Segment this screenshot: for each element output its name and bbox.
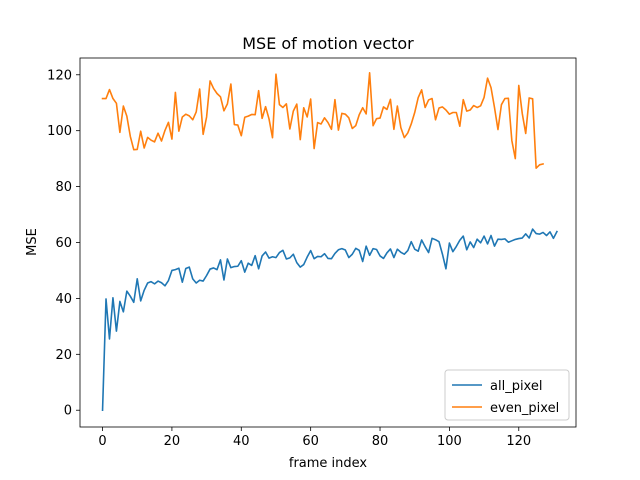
x-tick-label: 0 — [98, 434, 106, 449]
chart-title: MSE of motion vector — [242, 34, 414, 53]
x-tick-label: 80 — [372, 434, 389, 449]
y-axis-label: MSE — [25, 228, 40, 256]
series-line-even-pixel — [101, 72, 545, 169]
x-tick-label: 60 — [302, 434, 319, 449]
series-line-all-pixel — [101, 228, 558, 412]
x-tick-label: 120 — [506, 434, 531, 449]
x-tick-label: 20 — [164, 434, 181, 449]
y-tick-label: 0 — [64, 404, 72, 419]
x-tick-label: 100 — [437, 434, 462, 449]
y-tick-label: 60 — [55, 236, 72, 251]
x-axis-label: frame index — [289, 456, 368, 471]
y-axis-ticks: 0 20 40 60 80 100 120 — [47, 68, 80, 419]
x-axis-ticks: 0 20 40 60 80 100 120 — [98, 427, 531, 449]
legend: all_pixel even_pixel — [444, 369, 570, 421]
y-tick-label: 40 — [55, 292, 72, 307]
x-tick-label: 40 — [233, 434, 250, 449]
legend-label-even-pixel: even_pixel — [490, 401, 559, 416]
y-tick-label: 100 — [47, 124, 72, 139]
y-tick-label: 20 — [55, 348, 72, 363]
legend-label-all-pixel: all_pixel — [490, 379, 542, 394]
y-tick-label: 120 — [47, 68, 72, 83]
y-tick-label: 80 — [55, 180, 72, 195]
series-layer — [101, 72, 558, 412]
